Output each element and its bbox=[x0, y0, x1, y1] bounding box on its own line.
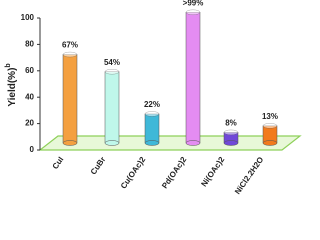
bar-base bbox=[144, 140, 160, 146]
x-tick-label: NiCl2.2H2O bbox=[233, 155, 265, 196]
value-label: 13% bbox=[262, 112, 278, 121]
bar-top bbox=[223, 129, 239, 136]
bar-base bbox=[185, 140, 201, 146]
bar-top bbox=[62, 51, 78, 58]
value-label: >99% bbox=[183, 0, 204, 7]
y-tick-label: 40 bbox=[25, 92, 34, 101]
x-tick-label: Ni(OAc)2 bbox=[199, 155, 226, 189]
value-label: 8% bbox=[225, 119, 237, 128]
y-tick-label: 20 bbox=[25, 119, 34, 128]
y-tick-label: 60 bbox=[25, 66, 34, 75]
bar bbox=[144, 113, 160, 144]
x-tick-label: CuBr bbox=[89, 155, 108, 176]
floor bbox=[38, 135, 302, 151]
x-tick-label: CuI bbox=[51, 155, 66, 171]
y-tick-label: 100 bbox=[21, 13, 35, 22]
bar-top bbox=[185, 9, 201, 16]
y-label-main: Yield(%) bbox=[7, 68, 18, 107]
bar-top bbox=[144, 111, 160, 117]
bar-top bbox=[262, 123, 278, 129]
bar-base bbox=[223, 140, 239, 146]
x-tick-label: Cu(OAc)2 bbox=[119, 155, 148, 191]
bar-base bbox=[104, 140, 120, 146]
bar-base bbox=[62, 140, 78, 146]
y-tick-label: 80 bbox=[25, 40, 34, 49]
bar bbox=[185, 12, 201, 144]
y-tick-label: 0 bbox=[30, 145, 35, 154]
bar-base bbox=[262, 140, 278, 146]
value-label: 54% bbox=[104, 58, 120, 67]
value-label: 22% bbox=[144, 100, 160, 109]
x-tick-label: Pd(OAc)2 bbox=[160, 155, 189, 190]
y-axis-label: Yield(%)b bbox=[5, 63, 18, 106]
bar bbox=[104, 71, 120, 144]
y-label-sup: b bbox=[5, 63, 12, 67]
value-label: 67% bbox=[62, 41, 78, 50]
bar-top bbox=[104, 68, 120, 75]
bar bbox=[62, 54, 78, 144]
chart: Yield(%)b 0 20 40 60 80 100 67% CuI 54% CuBr 22% Cu… bbox=[5, 0, 302, 196]
